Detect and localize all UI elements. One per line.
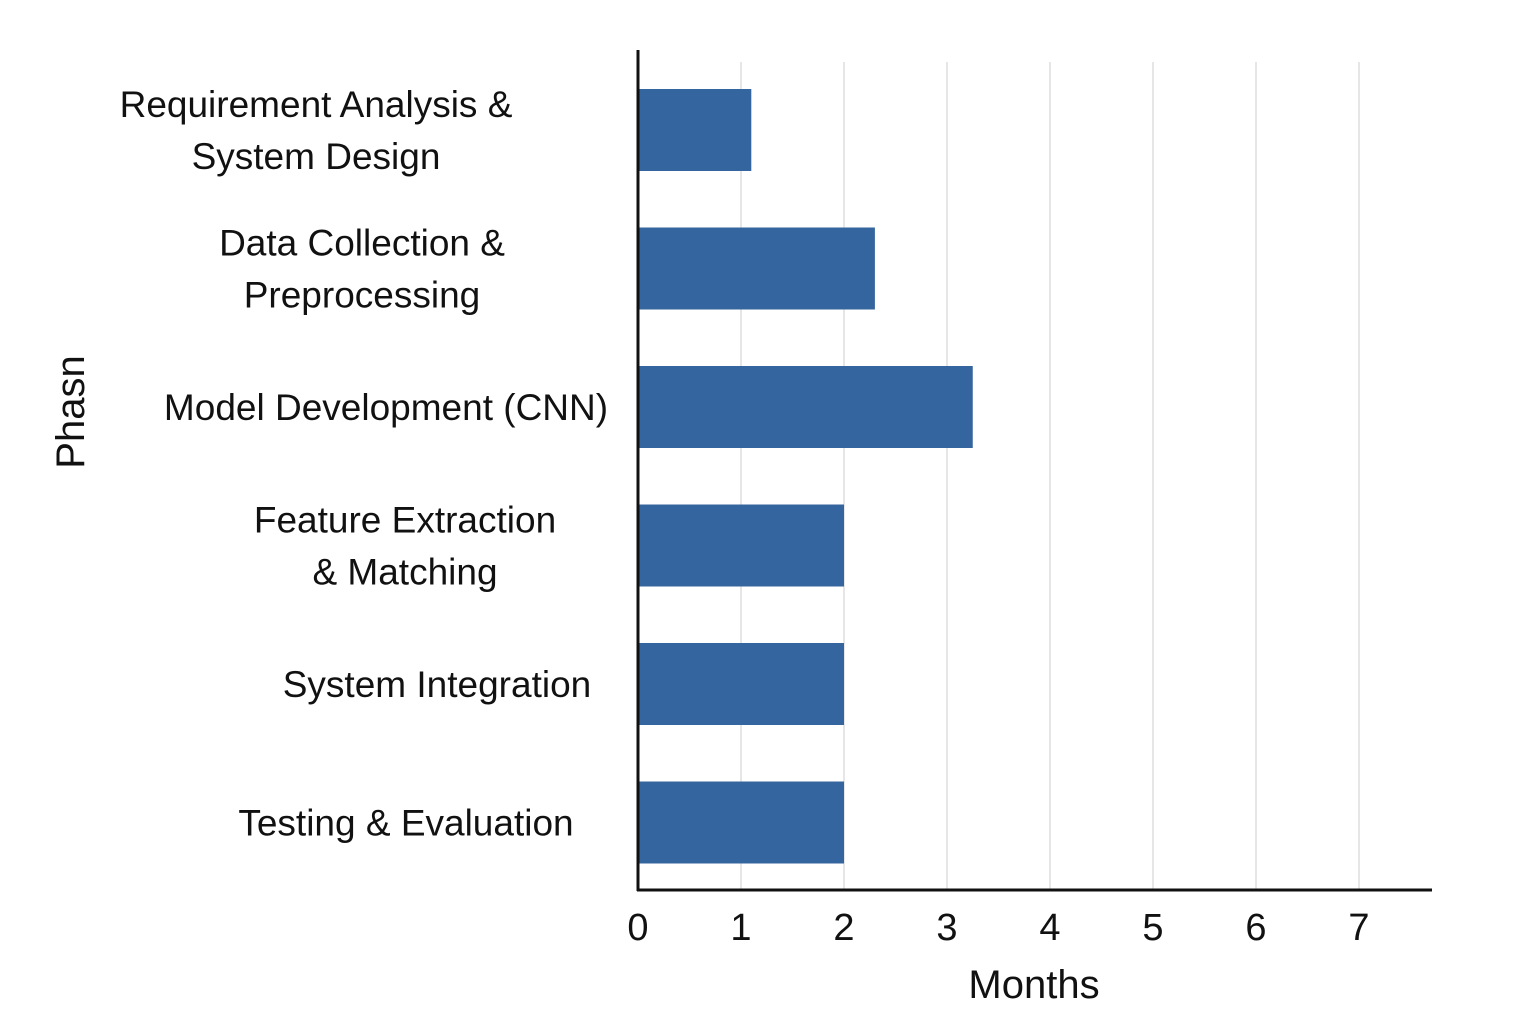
x-tick-label: 5: [1142, 907, 1163, 949]
category-label: & Matching: [312, 552, 497, 593]
x-tick-label: 6: [1245, 907, 1266, 949]
category-labels: Requirement Analysis & System Design Data …: [120, 84, 608, 844]
x-tick-labels: 0 1 2 3 4 5 6 7: [627, 907, 1369, 949]
bar: [638, 366, 973, 448]
x-tick-label: 7: [1348, 907, 1369, 949]
bars: [638, 89, 973, 864]
y-axis-title: Phasn: [49, 355, 93, 468]
bar: [638, 89, 752, 171]
category-label: Feature Extraction: [254, 500, 556, 541]
x-tick-label: 1: [730, 907, 751, 949]
category-label: Requirement Analysis &: [120, 84, 513, 125]
x-tick-label: 0: [627, 907, 648, 949]
grid-lines: [740, 62, 1360, 890]
category-label: Data Collection &: [219, 223, 505, 264]
category-label: Testing & Evaluation: [238, 803, 573, 844]
x-tick-label: 2: [833, 907, 854, 949]
x-axis-title: Months: [968, 963, 1099, 1007]
x-tick-label: 4: [1039, 907, 1060, 949]
bar: [638, 781, 844, 864]
bar: [638, 504, 844, 587]
category-label: Model Development (CNN): [164, 387, 608, 428]
bar: [638, 227, 875, 310]
bar: [638, 643, 844, 725]
axes: [636, 50, 1432, 892]
x-tick-label: 3: [936, 907, 957, 949]
category-label: System Integration: [283, 664, 591, 705]
category-label: Preprocessing: [244, 275, 481, 316]
category-label: System Design: [192, 136, 441, 177]
